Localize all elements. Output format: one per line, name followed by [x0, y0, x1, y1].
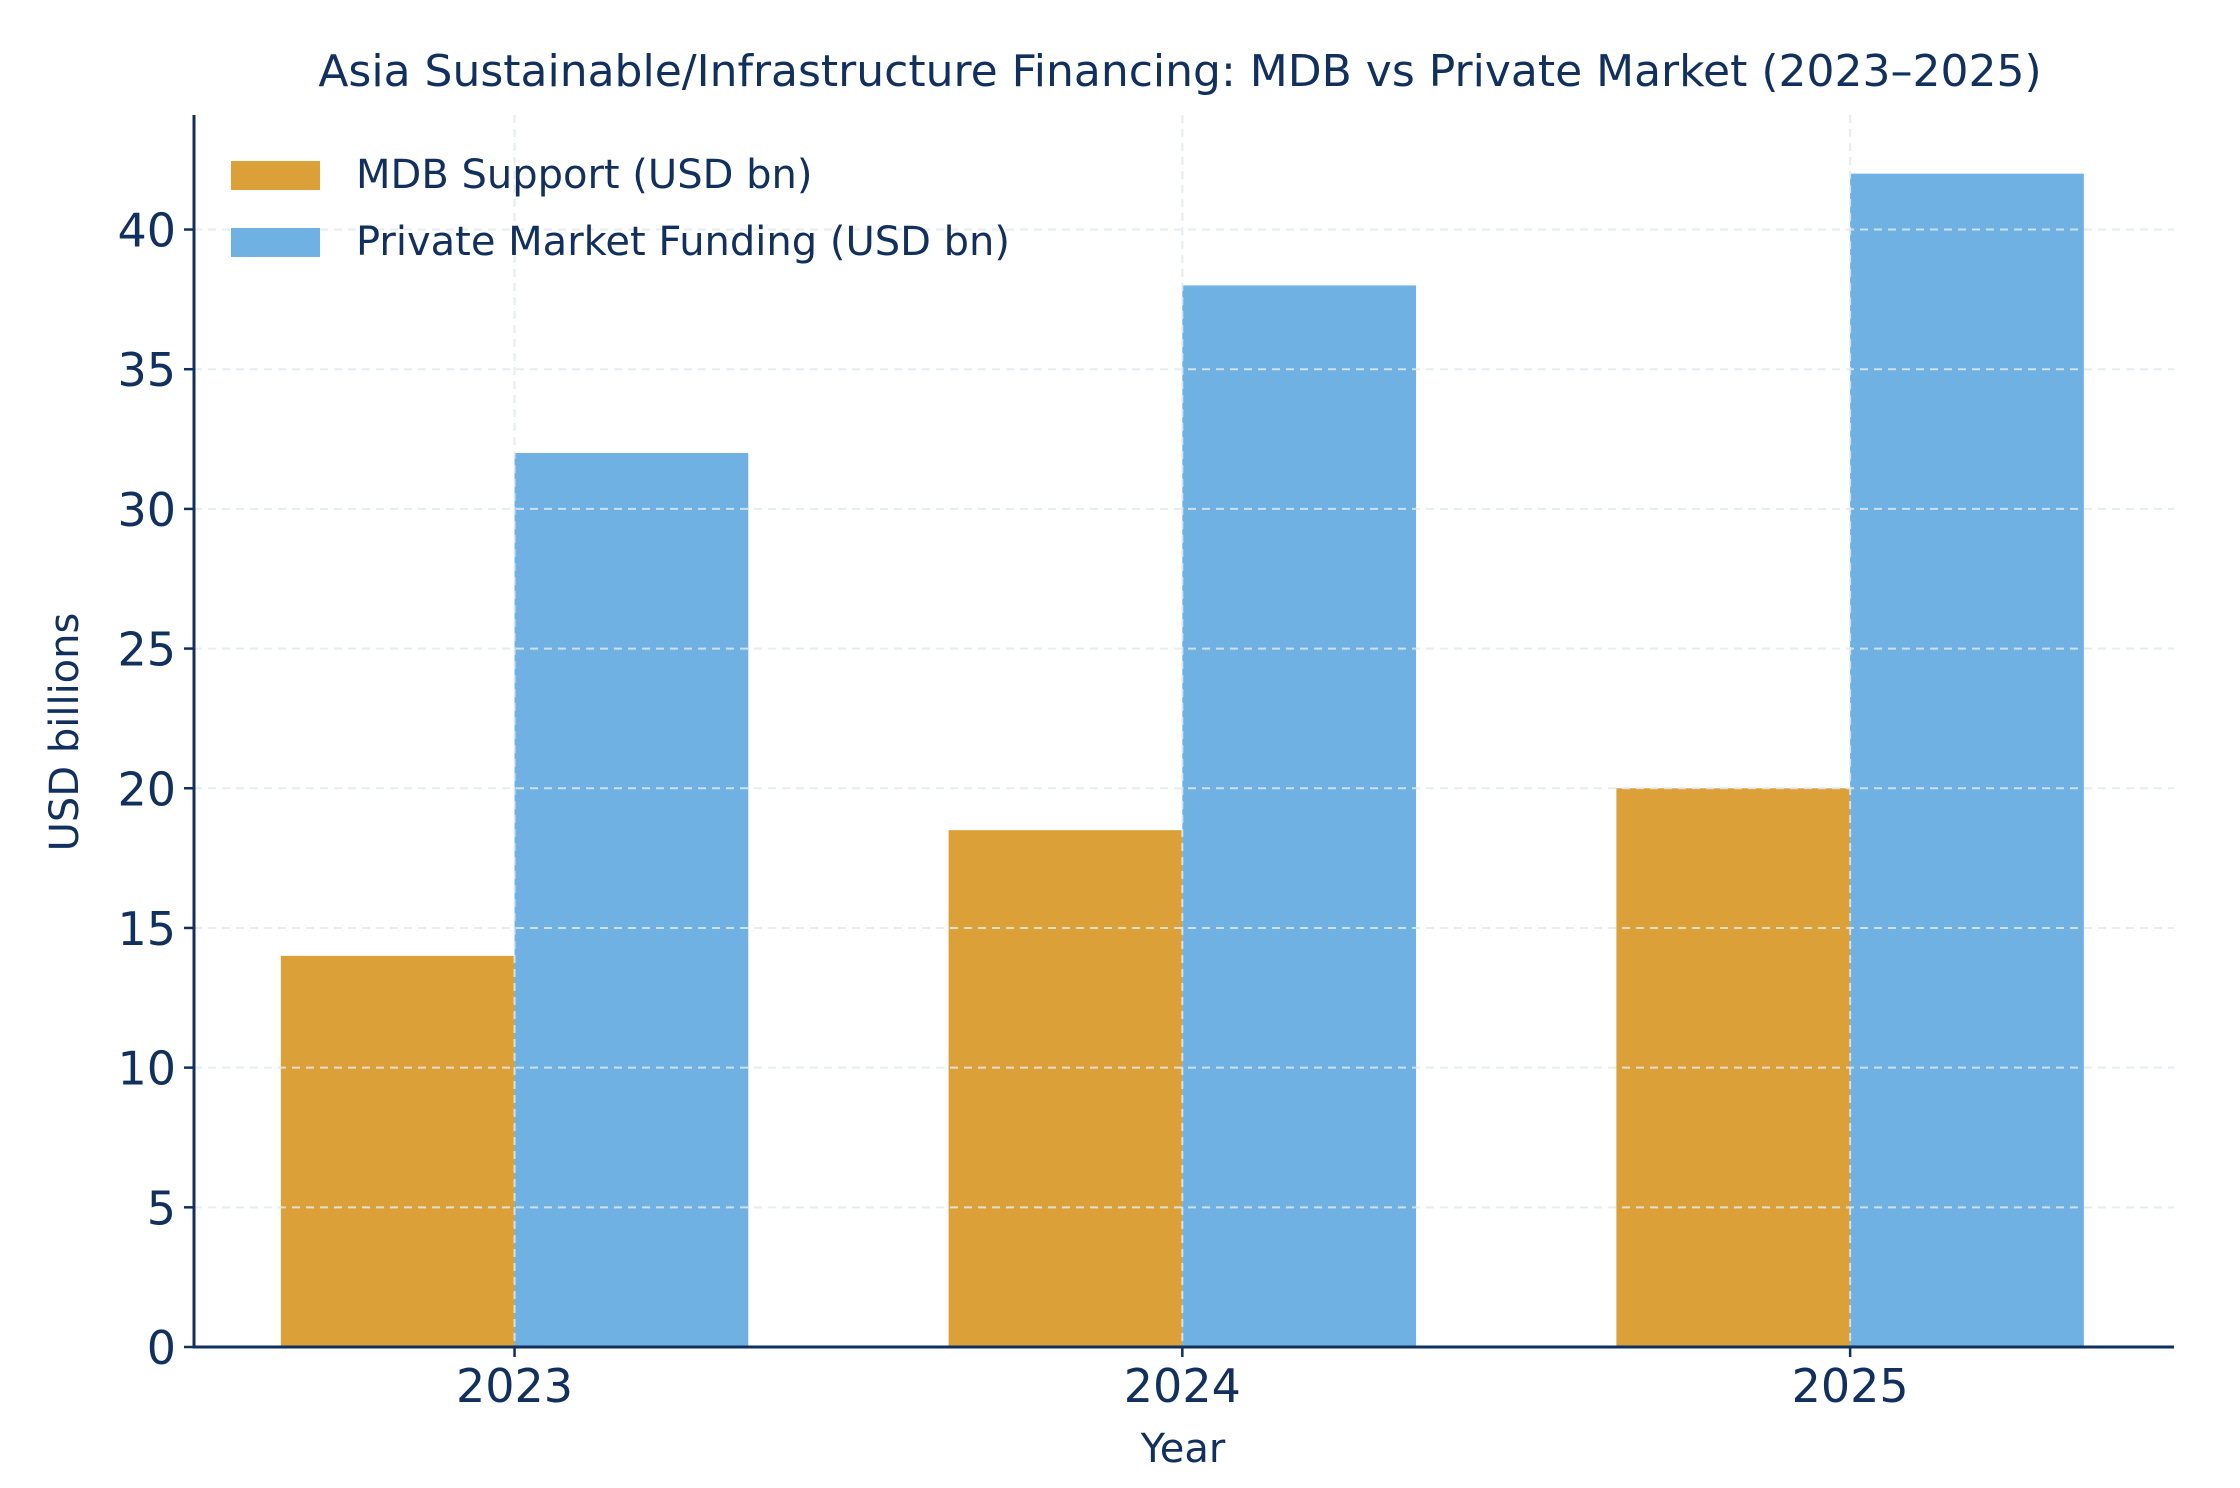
- x-tick-label: 2024: [1124, 1359, 1241, 1413]
- legend-label-mdb: MDB Support (USD bn): [356, 152, 812, 198]
- y-tick-label: 25: [117, 623, 176, 677]
- y-tick-label: 40: [117, 204, 176, 258]
- y-tick-label: 0: [147, 1321, 176, 1375]
- chart-title: Asia Sustainable/Infrastructure Financin…: [318, 46, 2041, 97]
- bar-private-2025: [1850, 173, 2084, 1348]
- y-axis-label: USD billions: [42, 613, 88, 852]
- y-tick-label: 5: [147, 1181, 176, 1235]
- y-tick-label: 35: [117, 343, 176, 397]
- bar-mdb-2023: [280, 955, 515, 1347]
- legend: MDB Support (USD bn) Private Market Fund…: [231, 152, 1010, 265]
- legend-swatch-private: [231, 228, 320, 257]
- x-tick-label: 2025: [1792, 1359, 1909, 1413]
- y-tick-label: 15: [117, 902, 176, 956]
- bar-mdb-2024: [948, 830, 1183, 1347]
- bar-private-2023: [514, 453, 749, 1347]
- x-axis-label: Year: [1140, 1426, 1226, 1472]
- bar-private-2024: [1182, 285, 1417, 1347]
- y-tick-label: 30: [117, 483, 176, 537]
- legend-swatch-mdb: [231, 161, 320, 190]
- y-tick-label: 20: [117, 762, 176, 816]
- legend-label-private: Private Market Funding (USD bn): [356, 219, 1010, 265]
- y-tick-label: 10: [117, 1042, 176, 1096]
- x-tick-label: 2023: [456, 1359, 573, 1413]
